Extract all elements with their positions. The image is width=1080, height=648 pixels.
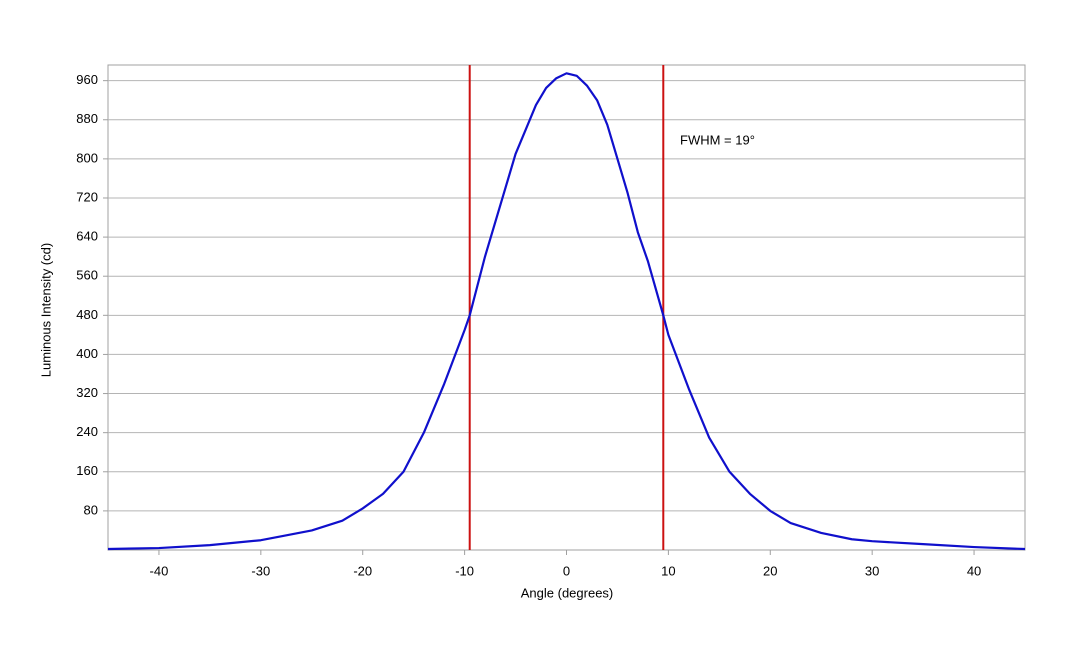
x-tick-label: -10 — [455, 563, 474, 578]
y-axis-label: Luminous Intensity (cd) — [38, 243, 53, 377]
x-tick-label: -40 — [150, 563, 169, 578]
y-tick-label: 560 — [76, 268, 98, 283]
y-tick-label: 320 — [76, 385, 98, 400]
x-tick-label: 30 — [865, 563, 879, 578]
y-tick-label: 800 — [76, 150, 98, 165]
x-tick-label: 0 — [563, 563, 570, 578]
data-line — [107, 72, 1026, 551]
x-tick-label: -30 — [251, 563, 270, 578]
y-tick-label: 720 — [76, 189, 98, 204]
y-tick-label: 480 — [76, 307, 98, 322]
x-tick-label: 20 — [763, 563, 777, 578]
y-tick-label: 80 — [84, 502, 98, 517]
y-tick-label: 640 — [76, 229, 98, 244]
annotation: FWHM = 19° — [680, 132, 755, 147]
y-tick-label: 160 — [76, 463, 98, 478]
y-tick-label: 960 — [76, 72, 98, 87]
y-tick-label: 880 — [76, 111, 98, 126]
x-tick-label: 10 — [661, 563, 675, 578]
x-tick-label: -20 — [353, 563, 372, 578]
y-tick-label: 240 — [76, 424, 98, 439]
plot-area — [107, 64, 1026, 551]
x-tick-label: 40 — [967, 563, 981, 578]
y-tick-label: 400 — [76, 346, 98, 361]
x-axis-label: Angle (degrees) — [521, 585, 614, 600]
